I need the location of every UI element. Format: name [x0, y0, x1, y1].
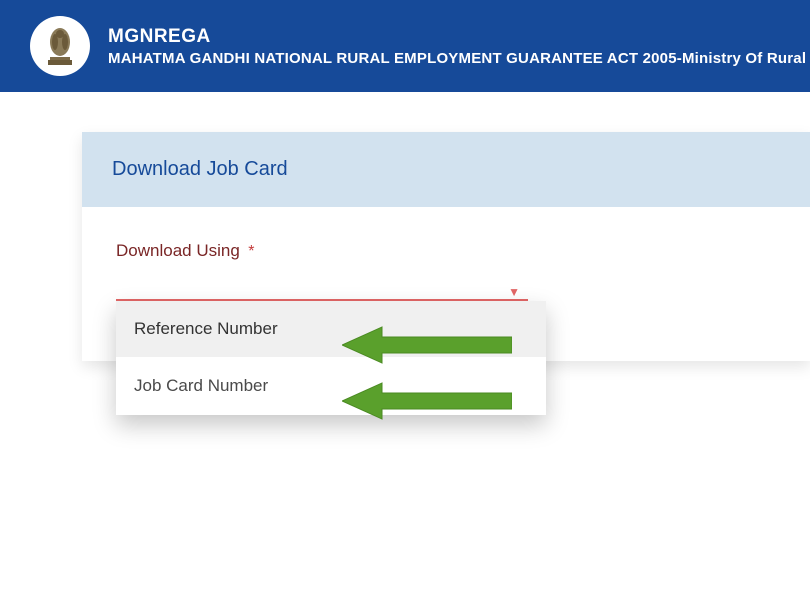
annotation-arrow-reference [342, 325, 512, 365]
app-header: MGNREGA MAHATMA GANDHI NATIONAL RURAL EM… [0, 0, 810, 92]
arrow-left-icon [342, 325, 512, 365]
card-title: Download Job Card [112, 158, 780, 181]
required-asterisk: * [248, 243, 254, 260]
emblem-icon [42, 24, 78, 68]
download-using-select[interactable]: ▼ Reference Number Job Card Number [116, 299, 528, 301]
emblem-logo [30, 16, 90, 76]
download-card: Download Job Card Download Using * ▼ Ref… [82, 132, 810, 361]
header-title: MGNREGA [108, 26, 810, 48]
header-subtitle: MAHATMA GANDHI NATIONAL RURAL EMPLOYMENT… [108, 50, 810, 67]
download-using-label: Download Using [116, 241, 240, 260]
arrow-left-icon [342, 381, 512, 421]
annotation-arrow-jobcard [342, 381, 512, 421]
header-text-block: MGNREGA MAHATMA GANDHI NATIONAL RURAL EM… [108, 26, 810, 67]
card-body: Download Using * ▼ Reference Number Job … [82, 207, 810, 361]
chevron-down-icon: ▼ [508, 285, 520, 299]
field-label-row: Download Using * [116, 241, 780, 261]
card-header: Download Job Card [82, 132, 810, 207]
